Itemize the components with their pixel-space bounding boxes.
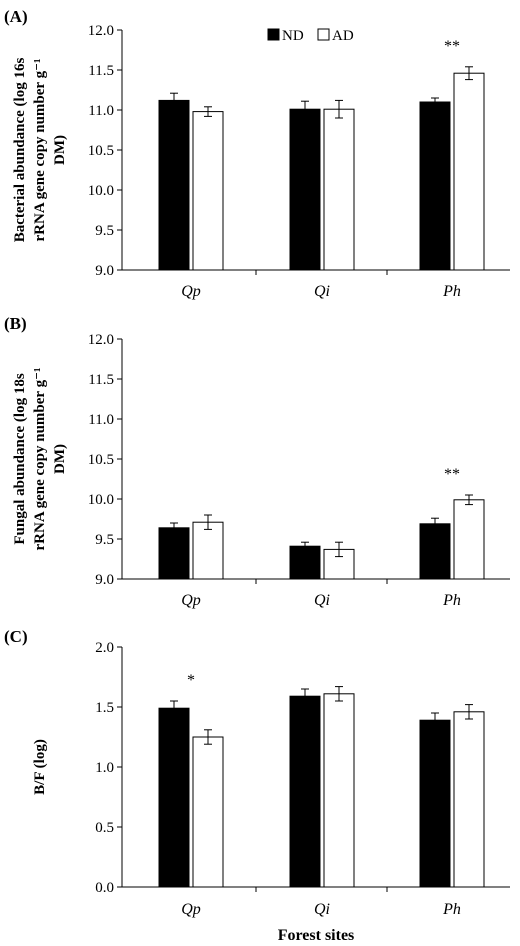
bar-ad-qi [323,548,355,580]
y-axis-label: B/F (log) [32,739,48,795]
significance-marker: ** [444,38,460,55]
x-tick-label: Qi [314,592,330,609]
bar-ad-qp [192,111,224,271]
bar-nd-qp [158,707,190,888]
bar-nd-qi [289,545,321,580]
bar-nd-qi [289,695,321,888]
x-tick-label: Qi [314,283,330,300]
x-tick-label: Ph [442,901,461,918]
y-tick-label: 10.0 [88,492,114,508]
y-tick-label: 12.0 [88,332,114,348]
y-tick-label: 10.0 [88,183,114,199]
bar-ad-qi [323,108,355,271]
y-tick-label: 11.5 [88,63,114,79]
x-tick-label: Ph [442,592,461,609]
y-axis-label: DM) [52,135,68,165]
chart-panel-2: (B) 9.0 9.5 10.0 10.5 11.0 11.5 12.0 Qp Qi Ph Funga… [4,314,510,609]
y-axis-label: rRNA gene copy number g⁻¹ [32,59,48,242]
legend-label: AD [332,28,354,44]
y-tick-label: 1.0 [95,760,114,776]
bar-ad-ph [453,711,485,888]
y-axis-label: DM) [52,444,68,474]
y-tick-label: 9.5 [95,223,114,239]
legend-swatch-nd [267,28,280,41]
y-tick-label: 9.0 [95,263,114,279]
significance-marker: ** [444,466,460,483]
y-axis-label: Fungal abundance (log 18s [12,373,28,544]
y-tick-label: 11.5 [88,372,114,388]
bar-nd-ph [419,719,451,888]
bar-ad-qi [323,693,355,888]
bar-nd-qp [158,99,190,271]
x-tick-label: Qp [181,283,201,300]
legend-swatch-ad [317,28,330,41]
x-axis-label: Forest sites [278,927,355,944]
y-tick-label: 10.5 [88,452,114,468]
y-tick-label: 2.0 [95,640,114,656]
y-tick-label: 10.5 [88,143,114,159]
x-tick-label: Qp [181,592,201,609]
chart-panel-1: (A) 9.0 9.5 10.0 10.5 11.0 11.5 12.0 Qp Qi Ph Bacte… [4,7,510,300]
y-axis-label: Bacterial abundance (log 16s [12,58,28,243]
bar-nd-ph [419,523,451,580]
y-tick-label: 1.5 [95,700,114,716]
bar-nd-qi [289,108,321,271]
chart-panel-3: (C) 0.0 0.5 1.0 1.5 2.0 Qp Qi Ph B/F (log) Forest … [4,627,510,944]
y-tick-label: 0.5 [95,820,114,836]
legend-label: ND [282,28,304,44]
y-tick-label: 12.0 [88,23,114,39]
x-tick-label: Ph [442,283,461,300]
bar-ad-ph [453,499,485,580]
panel-label: (B) [4,314,27,333]
significance-marker: * [187,672,195,689]
x-tick-label: Qi [314,901,330,918]
y-tick-label: 11.0 [88,412,114,428]
bar-ad-ph [453,72,485,271]
panel-label: (C) [4,627,28,646]
bar-ad-qp [192,736,224,888]
panel-label: (A) [4,7,28,26]
y-tick-label: 11.0 [88,103,114,119]
y-tick-label: 9.5 [95,532,114,548]
y-tick-label: 9.0 [95,572,114,588]
y-tick-label: 0.0 [95,880,114,896]
bar-nd-qp [158,527,190,580]
x-tick-label: Qp [181,901,201,918]
bar-ad-qp [192,521,224,580]
bar-nd-ph [419,101,451,271]
y-axis-label: rRNA gene copy number g⁻¹ [32,368,48,551]
